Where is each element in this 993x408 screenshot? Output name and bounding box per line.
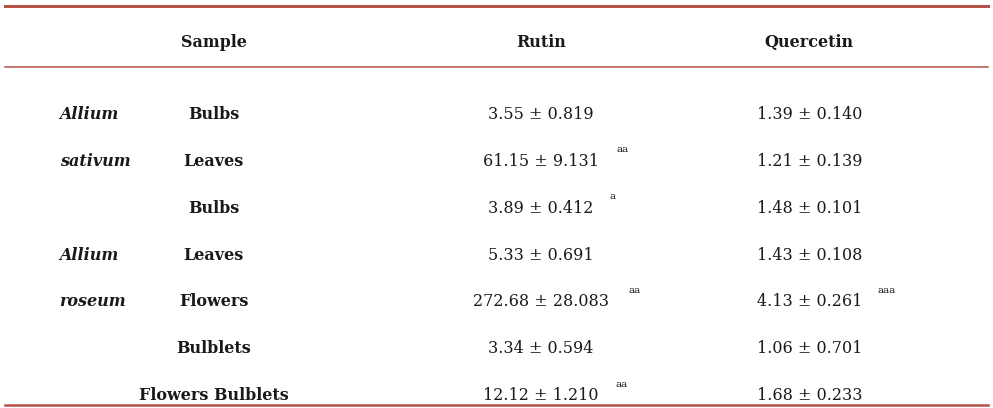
Text: 61.15 ± 9.131: 61.15 ± 9.131 — [484, 153, 599, 170]
Text: aa: aa — [616, 380, 628, 389]
Text: aa: aa — [616, 145, 629, 154]
Text: Allium: Allium — [60, 246, 119, 264]
Text: Sample: Sample — [181, 34, 246, 51]
Text: roseum: roseum — [60, 293, 126, 310]
Text: Allium: Allium — [60, 106, 119, 123]
Text: Rutin: Rutin — [516, 34, 566, 51]
Text: Bulbs: Bulbs — [188, 200, 239, 217]
Text: 1.21 ± 0.139: 1.21 ± 0.139 — [757, 153, 862, 170]
Text: Flowers Bulblets: Flowers Bulblets — [139, 387, 288, 404]
Text: 3.89 ± 0.412: 3.89 ± 0.412 — [489, 200, 594, 217]
Text: 5.33 ± 0.691: 5.33 ± 0.691 — [489, 246, 594, 264]
Text: aaa: aaa — [877, 286, 896, 295]
Text: 1.06 ± 0.701: 1.06 ± 0.701 — [757, 340, 862, 357]
Text: 3.55 ± 0.819: 3.55 ± 0.819 — [489, 106, 594, 123]
Text: Bulbs: Bulbs — [188, 106, 239, 123]
Text: a: a — [609, 192, 616, 201]
Text: 3.34 ± 0.594: 3.34 ± 0.594 — [489, 340, 594, 357]
Text: 4.13 ± 0.261: 4.13 ± 0.261 — [757, 293, 862, 310]
Text: 1.39 ± 0.140: 1.39 ± 0.140 — [757, 106, 862, 123]
Text: 272.68 ± 28.083: 272.68 ± 28.083 — [474, 293, 609, 310]
Text: aa: aa — [629, 286, 641, 295]
Text: Bulblets: Bulblets — [176, 340, 251, 357]
Text: 12.12 ± 1.210: 12.12 ± 1.210 — [484, 387, 599, 404]
Text: Flowers: Flowers — [179, 293, 248, 310]
Text: 1.48 ± 0.101: 1.48 ± 0.101 — [757, 200, 862, 217]
Text: Leaves: Leaves — [184, 153, 243, 170]
Text: sativum: sativum — [60, 153, 130, 170]
Text: Quercetin: Quercetin — [765, 34, 854, 51]
Text: Leaves: Leaves — [184, 246, 243, 264]
Text: 1.43 ± 0.108: 1.43 ± 0.108 — [757, 246, 862, 264]
Text: 1.68 ± 0.233: 1.68 ± 0.233 — [757, 387, 862, 404]
